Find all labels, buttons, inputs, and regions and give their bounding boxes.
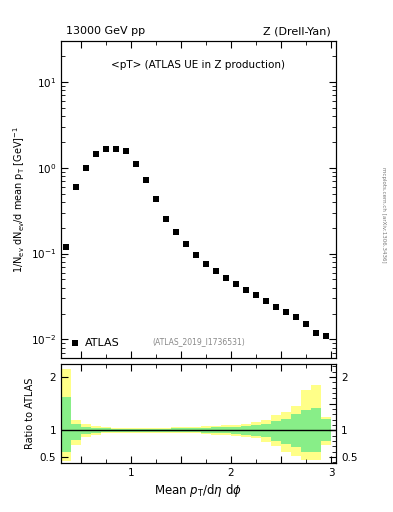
Text: 13000 GeV pp: 13000 GeV pp bbox=[66, 26, 145, 36]
Text: mcplots.cern.ch [arXiv:1306.3436]: mcplots.cern.ch [arXiv:1306.3436] bbox=[381, 167, 386, 263]
Y-axis label: 1/N$_\mathrm{ev}$ dN$_\mathrm{ev}$/d mean p$_\mathrm{T}$ [GeV]$^{-1}$: 1/N$_\mathrm{ev}$ dN$_\mathrm{ev}$/d mea… bbox=[11, 126, 26, 273]
Text: (ATLAS_2019_I1736531): (ATLAS_2019_I1736531) bbox=[152, 337, 245, 346]
Legend: ATLAS: ATLAS bbox=[66, 334, 125, 353]
Text: <pT> (ATLAS UE in Z production): <pT> (ATLAS UE in Z production) bbox=[112, 60, 285, 70]
X-axis label: Mean $p_\mathrm{T}$/d$\eta$ d$\phi$: Mean $p_\mathrm{T}$/d$\eta$ d$\phi$ bbox=[154, 482, 242, 499]
Y-axis label: Ratio to ATLAS: Ratio to ATLAS bbox=[26, 378, 35, 449]
Text: Z (Drell-Yan): Z (Drell-Yan) bbox=[263, 26, 331, 36]
